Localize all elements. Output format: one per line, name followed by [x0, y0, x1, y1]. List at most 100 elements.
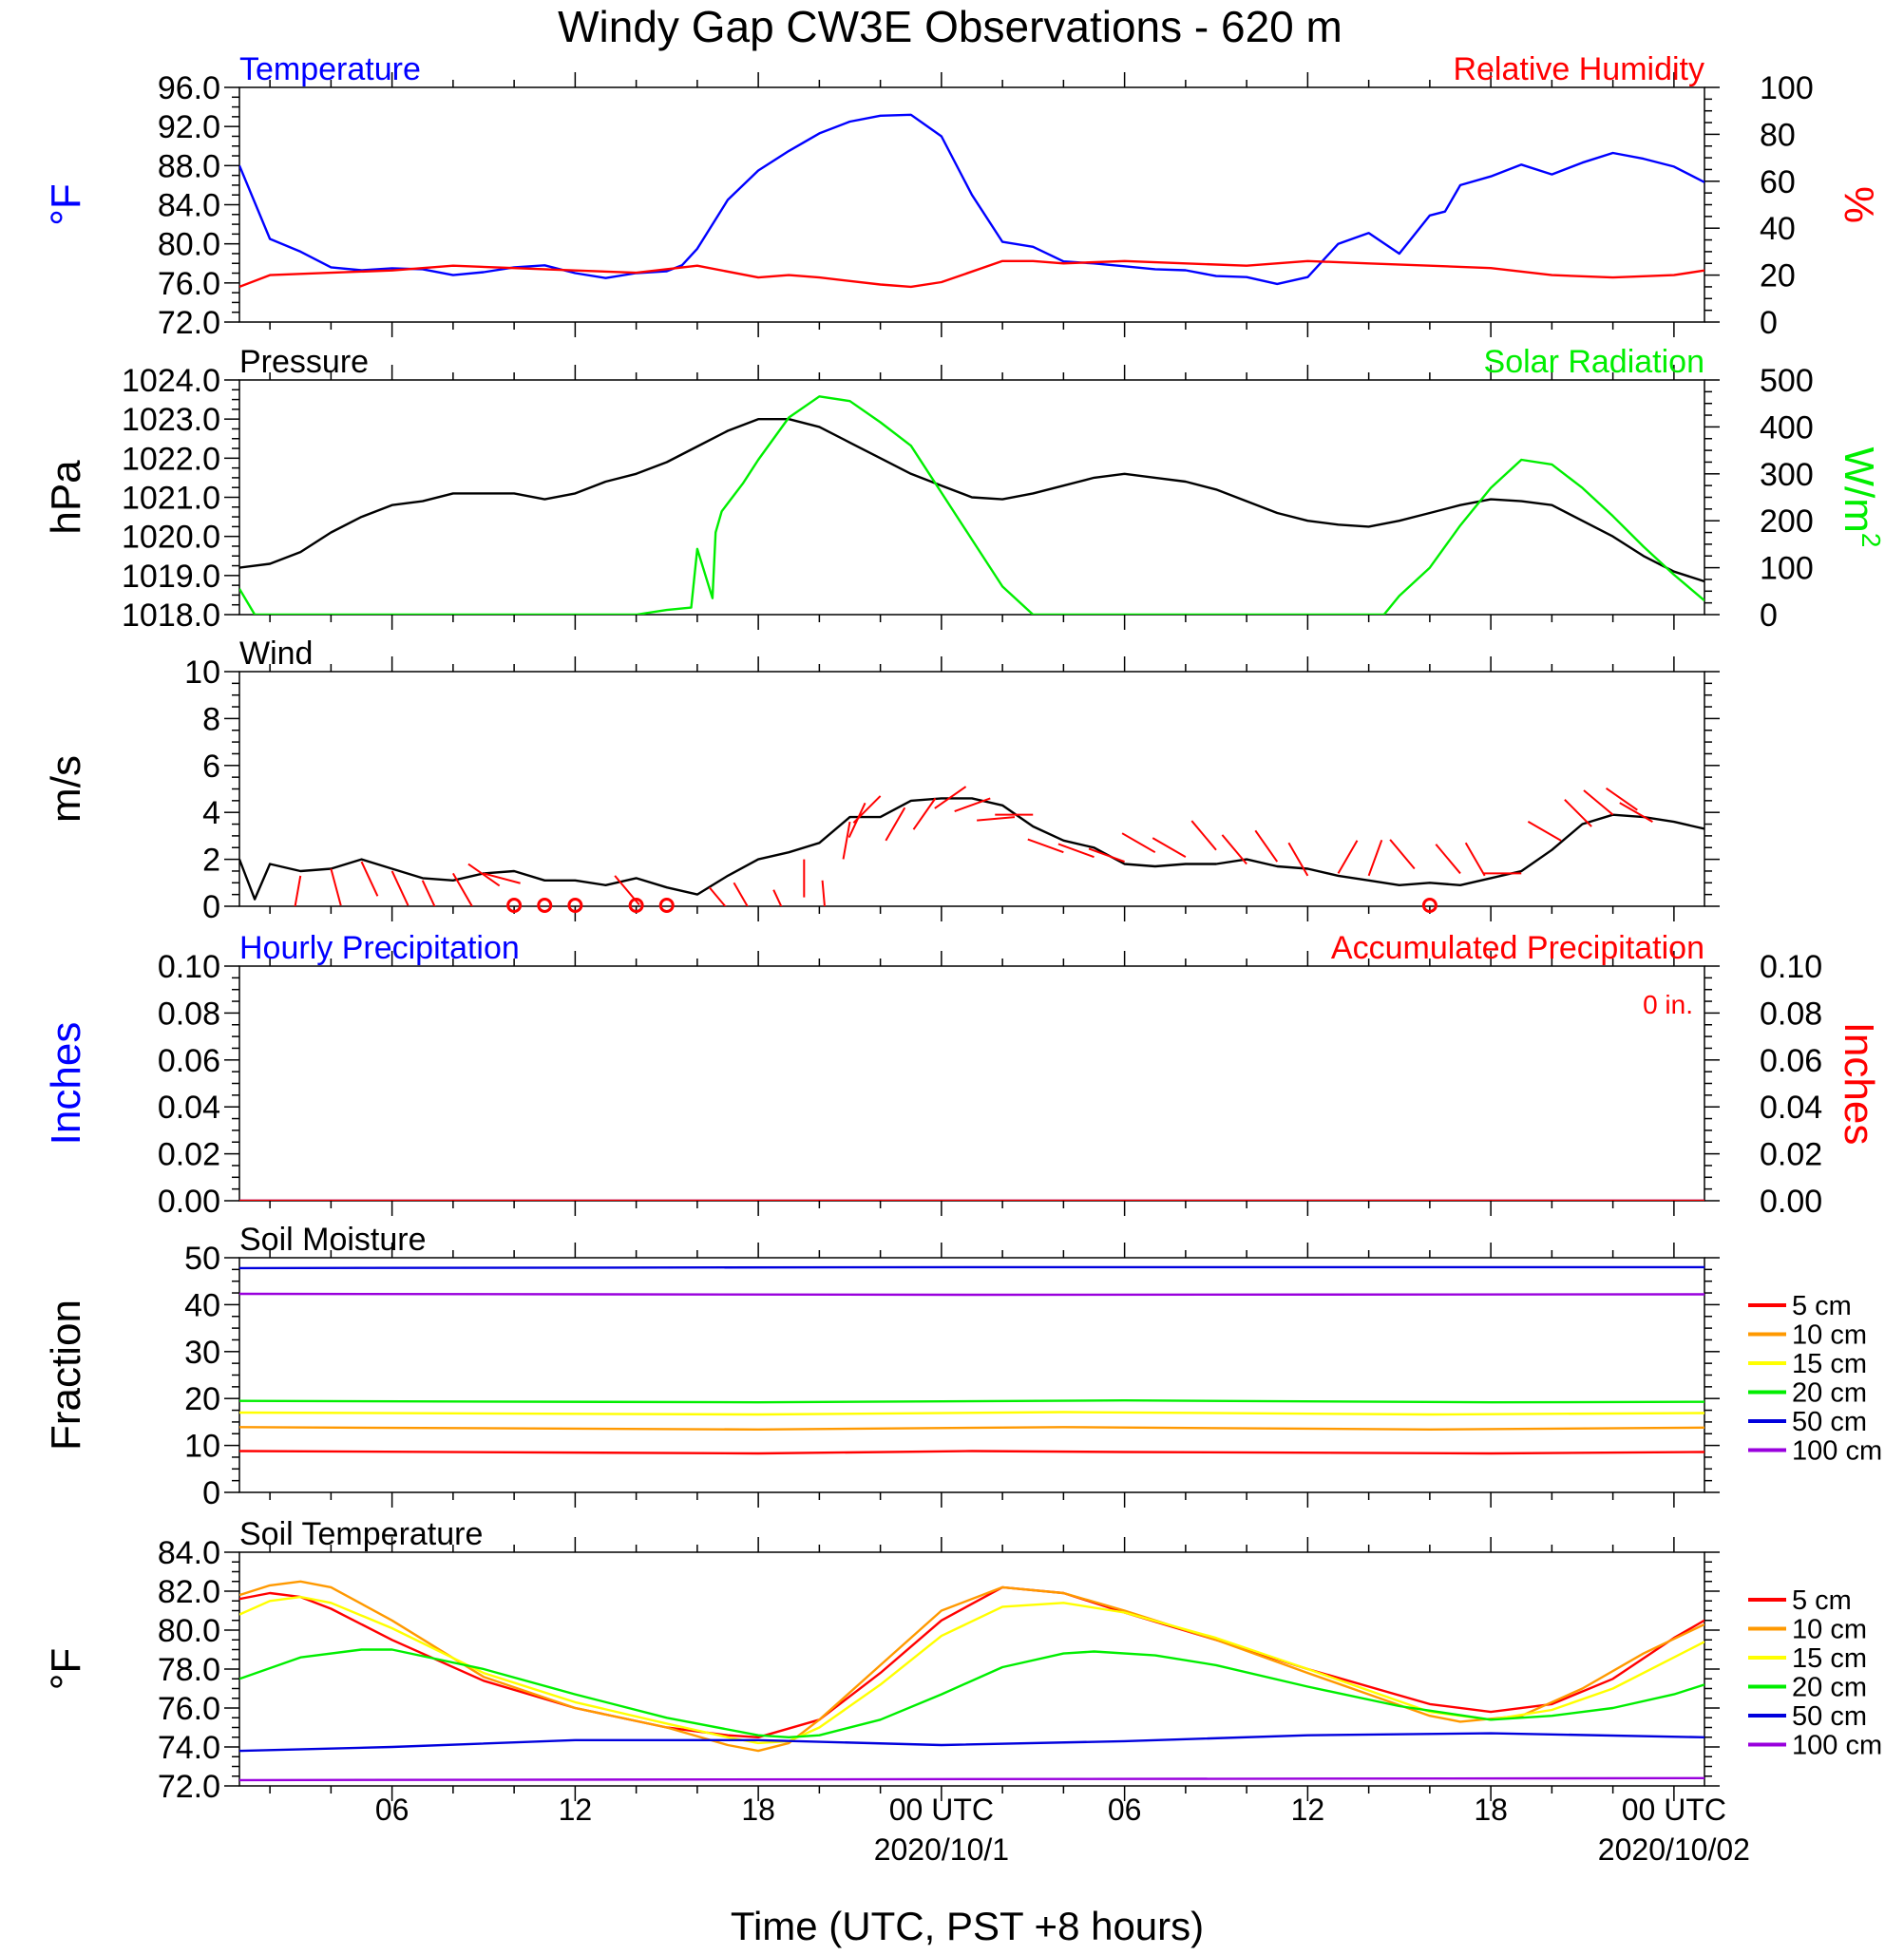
accumulated-total: 0 in. [1643, 990, 1693, 1019]
legend-label: 10 cm [1792, 1320, 1867, 1351]
y-axis-label-right: Inches [1836, 1022, 1882, 1146]
y-tick-label: 84.0 [158, 188, 220, 224]
wind-barb [1435, 844, 1461, 875]
wind-barb [821, 880, 826, 906]
y-tick-label: 88.0 [158, 148, 220, 184]
y-tick-label: 10 [184, 655, 220, 691]
y-axis-label: °F [43, 183, 89, 225]
wind-barb [772, 889, 783, 906]
x-tick-label: 00 UTC [889, 1793, 994, 1827]
wind-barb [1121, 832, 1156, 854]
y-tick-label: 30 [184, 1335, 220, 1371]
panel-title-right: Relative Humidity [1453, 51, 1704, 87]
series-line-15-cm [239, 1411, 1704, 1416]
y-tick-label: 74.0 [158, 1730, 220, 1766]
series-line-10-cm [239, 1426, 1704, 1431]
legend-label: 5 cm [1792, 1585, 1852, 1616]
wind-barb [708, 886, 727, 906]
y-tick-label: 0.04 [158, 1090, 220, 1126]
wind-barb [360, 861, 379, 897]
plot-frame [238, 671, 1705, 907]
wind-barb [1027, 838, 1064, 854]
wind-barb [934, 786, 967, 809]
wind-barb [1152, 837, 1187, 858]
y-tick-label-right: 0.02 [1760, 1137, 1822, 1173]
wind-barb [1057, 843, 1095, 859]
wind-barb [912, 797, 937, 830]
y-axis-label: Inches [43, 1022, 89, 1146]
x-tick-label: 18 [1474, 1793, 1508, 1827]
legend-label: 20 cm [1792, 1673, 1867, 1703]
panel-title-left: Temperature [239, 51, 421, 87]
series-line-solar-radiation [239, 395, 1704, 615]
y-tick-label-right: 100 [1760, 70, 1814, 106]
x-axis-label: Time (UTC, PST +8 hours) [731, 1904, 1204, 1948]
legend-label: 100 cm [1792, 1731, 1882, 1761]
y-axis-label-right: % [1836, 186, 1882, 223]
wind-barb [1088, 847, 1125, 864]
legend-label: 50 cm [1792, 1701, 1867, 1732]
wind-barb [1337, 840, 1359, 874]
wind-barb [1564, 799, 1592, 827]
panel-title-left: Wind [239, 636, 313, 672]
panel-title-left: Soil Moisture [239, 1222, 427, 1258]
y-tick-label: 92.0 [158, 109, 220, 145]
wind-barb [452, 872, 473, 906]
y-tick-label-right: 0.04 [1760, 1090, 1822, 1126]
y-tick-label: 78.0 [158, 1652, 220, 1688]
y-tick-label-right: 0.10 [1760, 949, 1822, 985]
y-tick-label: 0.10 [158, 949, 220, 985]
y-tick-label-right: 300 [1760, 457, 1814, 493]
calm-wind-marker [537, 898, 553, 913]
series-group [239, 786, 1704, 906]
y-axis-label: Fraction [43, 1300, 89, 1451]
wind-barb [1190, 820, 1217, 851]
panel-title-right: Accumulated Precipitation [1331, 930, 1704, 966]
y-tick-label-right: 100 [1760, 551, 1814, 587]
y-tick-label: 72.0 [158, 1769, 220, 1805]
series-line-pressure [239, 418, 1704, 583]
wind-barb [1221, 834, 1247, 865]
wind-barb [977, 816, 1016, 822]
plot-frame [238, 965, 1705, 1202]
legend-label: 20 cm [1792, 1378, 1867, 1409]
y-axis-label: hPa [43, 460, 89, 535]
legend-label: 15 cm [1792, 1349, 1867, 1379]
wind-barb [467, 863, 501, 887]
wind-barb [852, 795, 882, 824]
y-axis-label: m/s [43, 755, 89, 823]
y-tick-label: 0 [202, 889, 220, 925]
wind-barb [390, 870, 409, 906]
y-tick-label: 96.0 [158, 70, 220, 106]
calm-wind-marker [1421, 898, 1438, 913]
panel-wind: 10 8 6 4 2 0 Wind m/s [43, 636, 1720, 925]
x-tick-label: 12 [1291, 1793, 1325, 1827]
series-line-5-cm [239, 1585, 1704, 1738]
series-line-50-cm [239, 1265, 1704, 1270]
y-tick-label-right: 20 [1760, 258, 1796, 294]
panel-precipitation: 0.10 0.08 0.06 0.04 0.02 0.00 0.10 0.08 0.06 0.04… [43, 930, 1882, 1220]
y-tick-label: 8 [202, 701, 220, 737]
date-label: 2020/10/1 [874, 1832, 1009, 1867]
y-tick-label-right: 500 [1760, 363, 1814, 399]
y-tick-label: 1019.0 [122, 559, 220, 595]
y-tick-label: 84.0 [158, 1535, 220, 1571]
panel-title-left: Hourly Precipitation [239, 930, 520, 966]
figure-title: Windy Gap CW3E Observations - 620 m [558, 2, 1342, 51]
x-tick-label: 06 [375, 1793, 409, 1827]
y-tick-label-right: 0 [1760, 305, 1778, 341]
series-line-10-cm [239, 1580, 1704, 1753]
calm-wind-marker [658, 898, 675, 913]
calm-wind-marker [628, 898, 644, 913]
series-line-100-cm [239, 1292, 1704, 1297]
y-tick-label: 1023.0 [122, 402, 220, 438]
series-line-50-cm [239, 1732, 1704, 1753]
y-tick-label-right: 80 [1760, 117, 1796, 153]
y-tick-label: 50 [184, 1241, 220, 1277]
calm-wind-marker [567, 898, 583, 913]
x-tick-label: 06 [1108, 1793, 1142, 1827]
y-tick-label: 80.0 [158, 1613, 220, 1649]
